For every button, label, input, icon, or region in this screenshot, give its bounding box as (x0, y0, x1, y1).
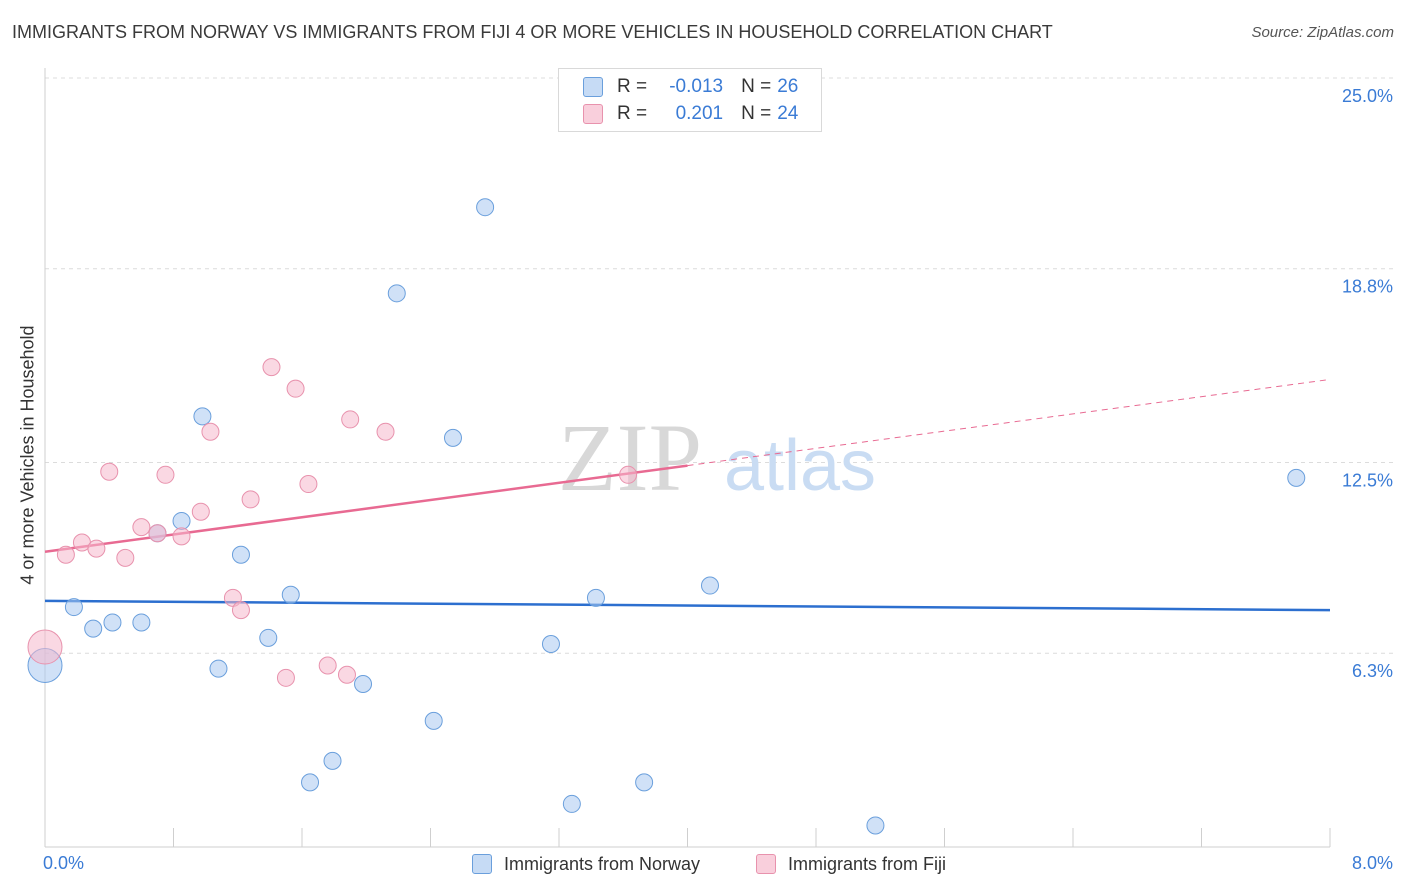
stats-row-norway: R = -0.013 N = 26 (583, 74, 798, 100)
fiji-point (201, 422, 220, 441)
norway-point (476, 198, 495, 217)
norway-point (172, 511, 191, 530)
watermark-atlas: atlas (724, 426, 876, 506)
y-tick-label: 18.8% (1342, 277, 1393, 297)
stats-swatch-fiji (583, 104, 603, 124)
fiji-point (276, 668, 295, 687)
norway-point (259, 628, 278, 647)
stats-r-label: R = (617, 76, 648, 97)
y-tick-label: 6.3% (1352, 661, 1393, 681)
tick-labels: 6.3% 12.5% 18.8% 25.0% 0.0% 8.0% (43, 86, 1393, 873)
fiji-point (87, 539, 106, 558)
stats-n-label: N = (741, 103, 772, 124)
fiji-point (191, 502, 210, 521)
fiji-point (156, 465, 175, 484)
norway-point (231, 545, 250, 564)
grid-lines (45, 77, 1395, 654)
y-tick-label: 25.0% (1342, 86, 1393, 106)
norway-point (562, 794, 581, 813)
norway-point (281, 585, 300, 604)
legend-label-fiji: Immigrants from Fiji (788, 853, 947, 874)
fiji-point (262, 358, 281, 377)
stats-n-value: 24 (777, 103, 799, 124)
fiji-point (376, 422, 395, 441)
fiji-point (148, 524, 167, 543)
data-points (27, 198, 1306, 835)
fiji-point (27, 629, 63, 665)
fiji-point (132, 518, 151, 537)
legend-swatch-fiji (756, 854, 776, 874)
fiji-trend-extension (687, 378, 1331, 467)
norway-point (323, 751, 342, 770)
x-tick-label: 0.0% (43, 853, 84, 873)
norway-point (84, 619, 103, 638)
norway-point (866, 816, 885, 835)
fiji-point (619, 465, 638, 484)
watermark-zip: ZIP (558, 404, 702, 511)
fiji-point (286, 379, 305, 398)
norway-point (387, 284, 406, 303)
norway-point (1287, 468, 1306, 487)
norway-point (132, 613, 151, 632)
legend-item-fiji[interactable]: Immigrants from Fiji (756, 852, 946, 876)
chart-title: IMMIGRANTS FROM NORWAY VS IMMIGRANTS FRO… (12, 22, 1053, 42)
stats-row-fiji: R = 0.201 N = 24 (583, 101, 798, 127)
norway-point (700, 576, 719, 595)
norway-point (209, 659, 228, 678)
norway-point (103, 613, 122, 632)
stats-r-value: -0.013 (669, 76, 724, 97)
legend-swatch-norway (472, 854, 492, 874)
norway-point (193, 407, 212, 426)
fiji-point (341, 410, 360, 429)
axes (44, 68, 1331, 848)
norway-point (64, 598, 83, 617)
y-tick-label: 12.5% (1342, 471, 1393, 491)
stats-n-value: 26 (777, 76, 799, 97)
fiji-point (172, 527, 191, 546)
stats-swatch-norway (583, 77, 603, 97)
fiji-point (337, 665, 356, 684)
norway-point (424, 711, 443, 730)
fiji-point (56, 545, 75, 564)
norway-point (586, 588, 605, 607)
legend-item-norway[interactable]: Immigrants from Norway (472, 852, 700, 876)
norway-point (354, 674, 373, 693)
norway-point (301, 773, 320, 792)
y-axis-label: 4 or more Vehicles in Household (17, 325, 38, 585)
norway-trend-line (44, 599, 1331, 612)
norway-point (443, 428, 462, 447)
fiji-point (100, 462, 119, 481)
stats-n-label: N = (741, 76, 772, 97)
fiji-point (241, 490, 260, 509)
source-note: Source: ZipAtlas.com (1251, 24, 1394, 41)
x-tick-label: 8.0% (1352, 853, 1393, 873)
fiji-point (116, 548, 135, 567)
fiji-point (318, 656, 337, 675)
norway-point (541, 634, 560, 653)
stats-box: R = -0.013 N = 26 R = 0.201 N = 24 (558, 68, 822, 132)
legend-label-norway: Immigrants from Norway (504, 853, 701, 874)
norway-point (635, 773, 654, 792)
fiji-point (231, 601, 250, 620)
fiji-point (299, 475, 318, 494)
stats-r-value: 0.201 (675, 103, 724, 124)
stats-r-label: R = (617, 103, 648, 124)
